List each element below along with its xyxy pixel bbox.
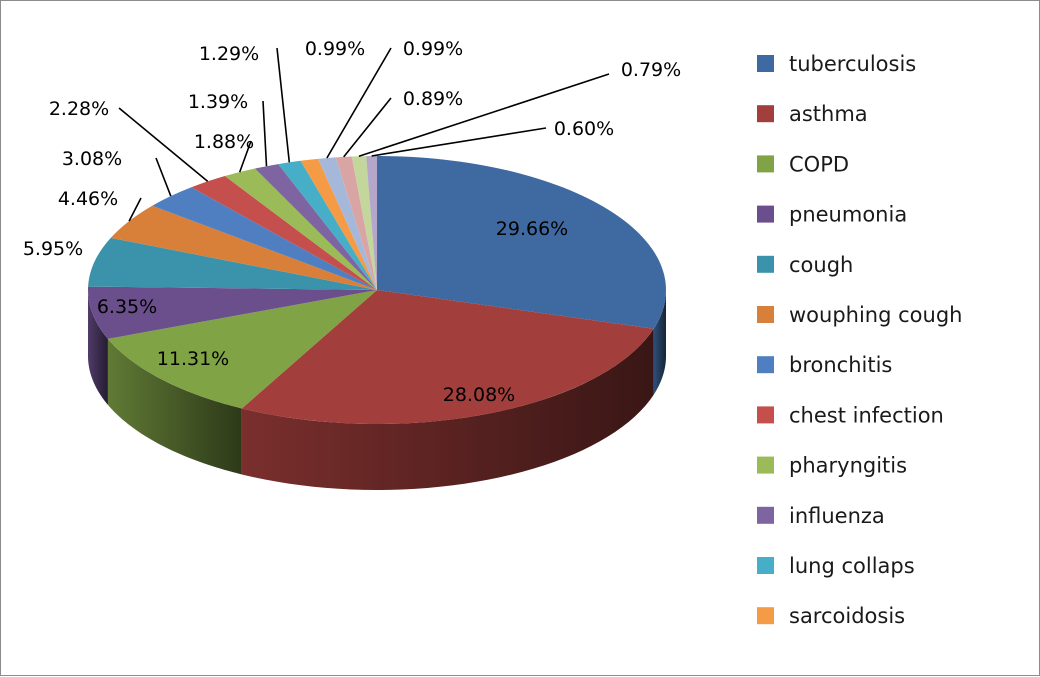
leader-line-7 [118,107,209,183]
slice-14 [351,156,377,290]
data-label-8: 1.88% [194,131,254,153]
slice-15 [366,156,377,290]
slice-3 [87,286,377,339]
legend-swatch-0 [757,55,774,72]
legend-label-0: tuberculosis [789,52,916,76]
legend-swatch-9 [757,506,774,524]
data-label-13: 0.89% [403,88,463,110]
legend-swatch-6 [757,356,774,374]
slice-2 [107,290,378,409]
leader-line-9 [262,100,268,167]
legend-label-7: chest infection [789,403,944,427]
legend-swatch-11 [757,607,774,625]
data-label-1: 28.08% [443,384,515,406]
legend-label-5: wouphing cough [789,303,962,327]
legend-label-10: lung collaps [789,554,915,578]
legend-swatch-4 [757,255,774,273]
leader-line-10 [276,47,291,163]
legend-label-2: COPD [789,152,849,176]
legend-label-11: sarcoidosis [789,604,905,628]
data-label-14: 0.79% [621,59,681,81]
data-label-12: 0.99% [403,38,463,60]
slice-1 [241,290,654,424]
chart-legend: tuberculosis asthma COPD pneumonia cough woup… [757,52,962,628]
leader-line-13 [343,97,392,158]
slice-5 [110,205,377,290]
slice-side-0 [653,290,666,395]
legend-label-3: pneumonia [789,203,907,227]
slice-10 [278,160,377,290]
legend-label-6: bronchitis [789,353,892,377]
leader-line-15 [371,127,547,157]
slice-6 [152,187,377,290]
legend-label-9: influenza [789,504,885,528]
leader-line-14 [358,73,610,158]
data-label-7: 2.28% [49,98,109,120]
legend-swatch-1 [757,105,774,123]
legend-swatch-8 [757,456,774,474]
leader-line-6 [155,157,172,197]
slice-13 [335,156,377,290]
leader-line-5 [128,197,142,222]
slice-7 [191,176,377,290]
slice-side-3 [88,290,108,405]
legend-swatch-5 [757,306,774,323]
leader-line-12 [326,47,392,159]
slice-9 [254,164,377,290]
slice-12 [318,157,377,290]
data-label-11: 0.99% [305,38,365,60]
data-label-5: 4.46% [58,188,118,210]
data-label-4: 5.95% [23,238,83,260]
data-label-3: 6.35% [97,296,157,318]
slice-8 [224,168,377,290]
legend-label-8: pharyngitis [789,454,907,478]
data-label-15: 0.60% [554,118,614,140]
data-label-9: 1.39% [188,91,248,113]
legend-label-4: cough [789,253,853,277]
leader-line-8 [238,140,252,173]
slice-4 [88,237,377,290]
legend-swatch-7 [757,406,774,424]
data-label-0: 29.66% [496,218,568,240]
data-label-6: 3.08% [62,148,122,170]
legend-swatch-3 [757,205,774,223]
legend-swatch-10 [757,557,774,574]
legend-label-1: asthma [789,102,868,126]
slice-side-2 [107,338,242,475]
data-label-10: 1.29% [199,43,259,65]
data-label-2: 11.31% [157,348,229,370]
slice-side-1 [241,328,654,490]
slice-0 [377,156,666,329]
legend-swatch-2 [757,155,774,173]
slice-11 [300,158,377,290]
